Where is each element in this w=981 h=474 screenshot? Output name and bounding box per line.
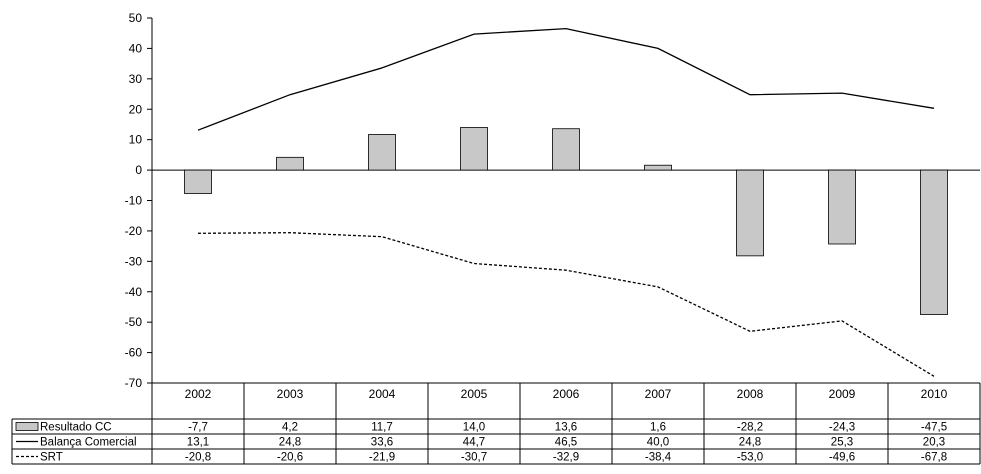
data-label: -7,7 <box>188 422 208 434</box>
data-label: 40,0 <box>647 437 669 449</box>
y-tick-label: 30 <box>129 72 143 86</box>
data-label: -30,7 <box>461 452 487 464</box>
data-label: 46,5 <box>555 437 577 449</box>
data-label: -67,8 <box>921 452 947 464</box>
bar-resultado-cc <box>276 156 304 171</box>
legend-label: Resultado CC <box>40 422 112 434</box>
data-label: 24,8 <box>279 437 301 449</box>
y-tick-label: 50 <box>129 11 143 25</box>
data-label: 13,6 <box>555 422 577 434</box>
data-label: -53,0 <box>737 452 763 464</box>
bar-resultado-cc <box>184 169 212 194</box>
data-label: -38,4 <box>645 452 672 464</box>
x-tick-label: 2004 <box>369 387 396 401</box>
data-label: 25,3 <box>831 437 853 449</box>
x-tick-label: 2005 <box>461 387 488 401</box>
x-tick-label: 2010 <box>921 387 948 401</box>
legend-label: Balança Comercial <box>40 437 137 449</box>
x-tick-label: 2007 <box>645 387 672 401</box>
y-tick-label: 0 <box>135 163 142 177</box>
x-tick-label: 2006 <box>553 387 580 401</box>
data-label: 20,3 <box>923 437 945 449</box>
data-label: -32,9 <box>553 452 579 464</box>
y-tick-label: -50 <box>125 315 143 329</box>
legend-key-resultado-cc <box>15 422 39 431</box>
data-label: 11,7 <box>371 422 393 434</box>
y-tick-label: -70 <box>125 376 143 390</box>
data-label: 13,1 <box>187 437 209 449</box>
y-tick-label: -20 <box>125 224 143 238</box>
data-label: 24,8 <box>739 437 761 449</box>
y-tick-label: 10 <box>129 133 143 147</box>
bar-resultado-cc <box>736 169 764 257</box>
bar-resultado-cc <box>920 169 948 315</box>
data-label: 33,6 <box>371 437 393 449</box>
y-tick-label: -10 <box>125 194 143 208</box>
y-tick-label: 40 <box>129 41 143 55</box>
x-tick-label: 2002 <box>185 387 212 401</box>
y-tick-label: -60 <box>125 346 143 360</box>
data-label: 1,6 <box>650 422 666 434</box>
line-balanca-comercial <box>197 27 935 131</box>
data-label: 4,2 <box>282 422 298 434</box>
data-label: -49,6 <box>829 452 855 464</box>
x-tick-label: 2009 <box>829 387 856 401</box>
y-tick-label: 20 <box>129 102 143 116</box>
data-label: -20,8 <box>185 452 211 464</box>
data-label: -20,6 <box>277 452 303 464</box>
y-tick-label: -40 <box>125 285 143 299</box>
data-label: 44,7 <box>463 437 485 449</box>
data-label: 14,0 <box>463 422 485 434</box>
bar-resultado-cc <box>368 134 396 171</box>
bar-resultado-cc <box>552 128 580 171</box>
bar-resultado-cc <box>644 164 672 171</box>
legend-label: SRT <box>40 452 63 464</box>
data-label: -28,2 <box>737 422 763 434</box>
line-srt <box>197 232 935 377</box>
x-tick-label: 2003 <box>277 387 304 401</box>
y-tick-label: -30 <box>125 254 143 268</box>
data-label: -21,9 <box>369 452 395 464</box>
bar-resultado-cc <box>828 169 856 245</box>
x-tick-label: 2008 <box>737 387 764 401</box>
data-label: -47,5 <box>921 422 947 434</box>
bar-resultado-cc <box>460 127 488 171</box>
data-label: -24,3 <box>829 422 855 434</box>
